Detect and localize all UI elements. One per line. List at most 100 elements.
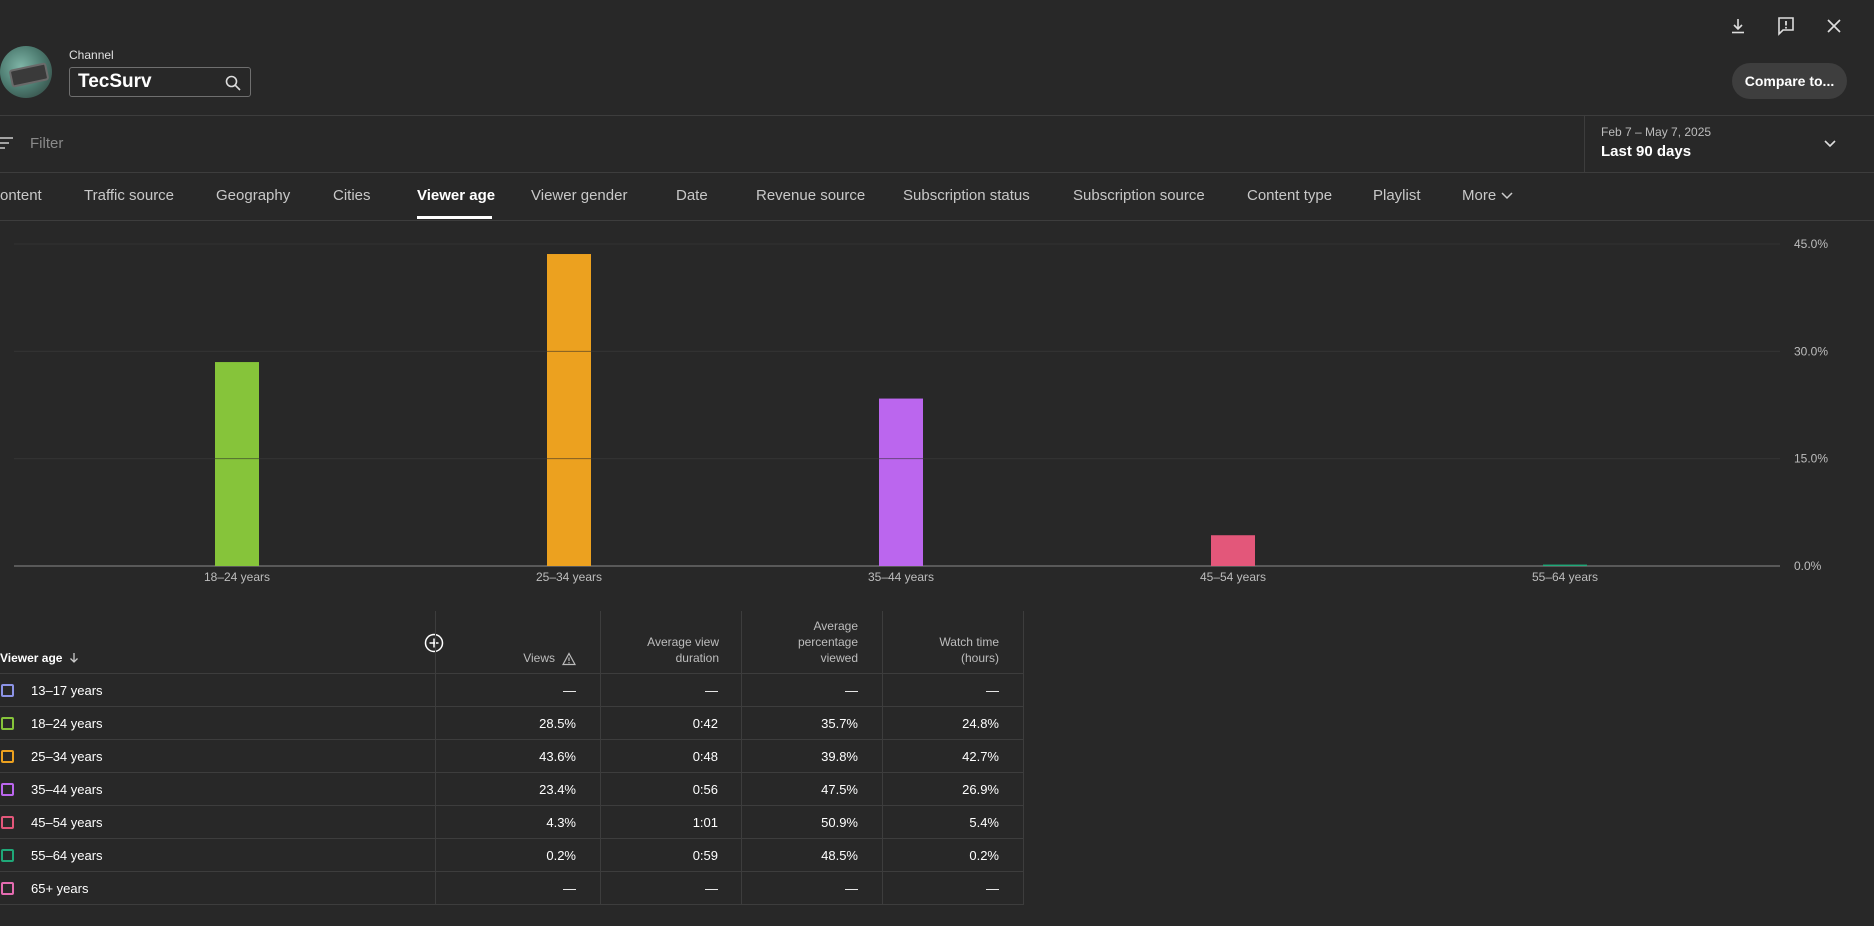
compare-button[interactable]: Compare to... [1732, 63, 1847, 99]
add-metric-icon[interactable] [424, 633, 444, 653]
tab-content-type[interactable]: Content type [1247, 187, 1333, 204]
tab-subscription-status[interactable]: Subscription status [903, 187, 1030, 204]
header-line: duration [675, 651, 719, 665]
bar-55-64-years[interactable] [1543, 564, 1587, 566]
channel-selector[interactable]: TecSurv [69, 67, 251, 97]
channel-label: Channel [69, 48, 114, 62]
series-toggle-checkbox[interactable] [1, 783, 14, 796]
header-average-percentage-viewed[interactable]: Average percentage viewed [742, 611, 858, 674]
row-avg-duration: 0:56 [692, 782, 718, 797]
tab-viewer-gender[interactable]: Viewer gender [531, 187, 628, 204]
x-tick-label: 55–64 years [1532, 570, 1598, 584]
bar-18-24-years[interactable] [215, 362, 259, 566]
series-toggle-checkbox[interactable] [1, 717, 14, 730]
header-watch-time[interactable]: Watch time (hours) [883, 611, 999, 674]
bar-45-54-years[interactable] [1211, 535, 1255, 566]
row-watch-time: — [986, 683, 999, 698]
row-views: — [563, 881, 576, 896]
divider [0, 115, 1874, 116]
bar-chart-svg: 0.0% 15.0% 30.0% 45.0% 18–24 years 25–34 year… [14, 237, 1828, 584]
row-age: 13–17 years [31, 683, 103, 698]
series-toggle-checkbox[interactable] [1, 849, 14, 862]
row-age: 18–24 years [31, 716, 103, 731]
row-views: 4.3% [546, 815, 576, 830]
table-row[interactable]: 35–44 years 23.4% 0:56 47.5% 26.9% [0, 773, 1024, 806]
tab-subscription-source[interactable]: Subscription source [1073, 187, 1205, 204]
tab-content[interactable]: ontent [0, 187, 42, 204]
tab-cities[interactable]: Cities [333, 187, 371, 204]
header-viewer-age[interactable]: Viewer age [0, 651, 80, 665]
series-toggle-checkbox[interactable] [1, 882, 14, 895]
row-age: 45–54 years [31, 815, 103, 830]
row-avg-duration: 1:01 [692, 815, 718, 830]
row-age: 35–44 years [31, 782, 103, 797]
tab-playlist[interactable]: Playlist [1373, 187, 1421, 204]
tab-geography[interactable]: Geography [216, 187, 291, 204]
row-views: 43.6% [539, 749, 576, 764]
feedback-icon[interactable] [1771, 11, 1801, 41]
table-row[interactable]: 55–64 years 0.2% 0:59 48.5% 0.2% [0, 839, 1024, 872]
header-line: (hours) [960, 651, 999, 665]
x-tick-label: 45–54 years [1200, 570, 1266, 584]
download-icon[interactable] [1723, 11, 1753, 41]
series-toggle-checkbox[interactable] [1, 750, 14, 763]
column-divider [741, 611, 742, 904]
series-toggle-checkbox[interactable] [1, 684, 14, 697]
table-row[interactable]: 13–17 years — — — — [0, 674, 1024, 707]
search-icon[interactable] [224, 74, 242, 92]
chevron-down-icon [1500, 189, 1514, 203]
table-row[interactable]: 25–34 years 43.6% 0:48 39.8% 42.7% [0, 740, 1024, 773]
header-line: Average [813, 619, 858, 633]
column-divider [435, 611, 436, 904]
viewer-age-table: Viewer age Views Average view duration Av… [0, 611, 1024, 905]
filter-input[interactable]: Filter [30, 135, 64, 152]
table-row[interactable]: 45–54 years 4.3% 1:01 50.9% 5.4% [0, 806, 1024, 839]
chevron-down-icon [1822, 136, 1838, 152]
tab-viewer-age[interactable]: Viewer age [417, 187, 496, 204]
x-tick-label: 25–34 years [536, 570, 602, 584]
series-toggle-checkbox[interactable] [1, 816, 14, 829]
x-tick-label: 18–24 years [204, 570, 270, 584]
warning-icon [562, 652, 576, 666]
close-icon[interactable] [1819, 11, 1849, 41]
divider [0, 220, 1874, 221]
header-average-view-duration[interactable]: Average view duration [601, 611, 719, 674]
header: Channel TecSurv Compare to... [0, 0, 1874, 115]
row-watch-time: — [986, 881, 999, 896]
table-row[interactable]: 18–24 years 28.5% 0:42 35.7% 24.8% [0, 707, 1024, 740]
header-viewer-age-label: Viewer age [0, 651, 63, 665]
tab-revenue-source[interactable]: Revenue source [756, 187, 866, 204]
row-avg-duration: — [705, 881, 718, 896]
avatar[interactable] [0, 46, 52, 98]
y-tick-label: 0.0% [1794, 559, 1822, 573]
y-tick-label: 30.0% [1794, 344, 1828, 358]
bar-35-44-years[interactable] [879, 398, 923, 566]
header-views[interactable]: Views [436, 611, 576, 674]
date-range-selector[interactable]: Feb 7 – May 7, 2025 Last 90 days [1584, 116, 1874, 172]
row-age: 55–64 years [31, 848, 103, 863]
tab-date[interactable]: Date [676, 187, 708, 204]
column-divider [1023, 611, 1024, 904]
tab-more-label: More [1462, 187, 1497, 204]
tab-more[interactable]: More [1462, 187, 1514, 204]
row-views: 23.4% [539, 782, 576, 797]
header-line: Average view [647, 635, 719, 649]
row-watch-time: 42.7% [962, 749, 999, 764]
channel-name: TecSurv [78, 71, 152, 92]
row-avg-percentage: 48.5% [821, 848, 858, 863]
bar-25-34-years[interactable] [547, 254, 591, 567]
filter-icon[interactable] [0, 136, 14, 150]
row-avg-duration: — [705, 683, 718, 698]
table-row[interactable]: 65+ years — — — — [0, 872, 1024, 905]
row-age: 25–34 years [31, 749, 103, 764]
date-range-text: Feb 7 – May 7, 2025 [1601, 125, 1712, 139]
row-watch-time: 24.8% [962, 716, 999, 731]
tab-traffic-source[interactable]: Traffic source [84, 187, 175, 204]
header-line: percentage [797, 635, 858, 649]
column-divider [882, 611, 883, 904]
column-divider [600, 611, 601, 904]
row-avg-percentage: 47.5% [821, 782, 858, 797]
row-avg-percentage: — [845, 881, 858, 896]
y-tick-label: 15.0% [1794, 452, 1828, 466]
